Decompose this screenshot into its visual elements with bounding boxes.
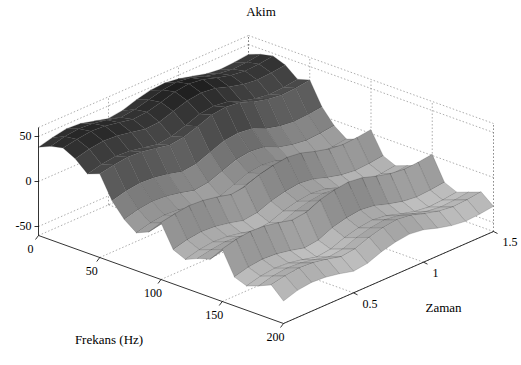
svg-text:Frekans (Hz): Frekans (Hz)	[75, 332, 143, 347]
svg-text:150: 150	[205, 308, 223, 322]
svg-text:0: 0	[26, 174, 32, 188]
svg-text:0: 0	[28, 242, 34, 256]
svg-text:200: 200	[267, 330, 285, 344]
svg-text:1: 1	[433, 266, 439, 280]
svg-text:1.5: 1.5	[503, 235, 518, 249]
svg-text:Zaman: Zaman	[425, 300, 462, 315]
svg-text:50: 50	[20, 129, 32, 143]
svg-text:50: 50	[86, 264, 98, 278]
svg-text:-50: -50	[16, 219, 32, 233]
svg-text:Akim: Akim	[246, 4, 276, 19]
svg-text:100: 100	[144, 286, 162, 300]
svg-text:0.5: 0.5	[363, 297, 378, 311]
